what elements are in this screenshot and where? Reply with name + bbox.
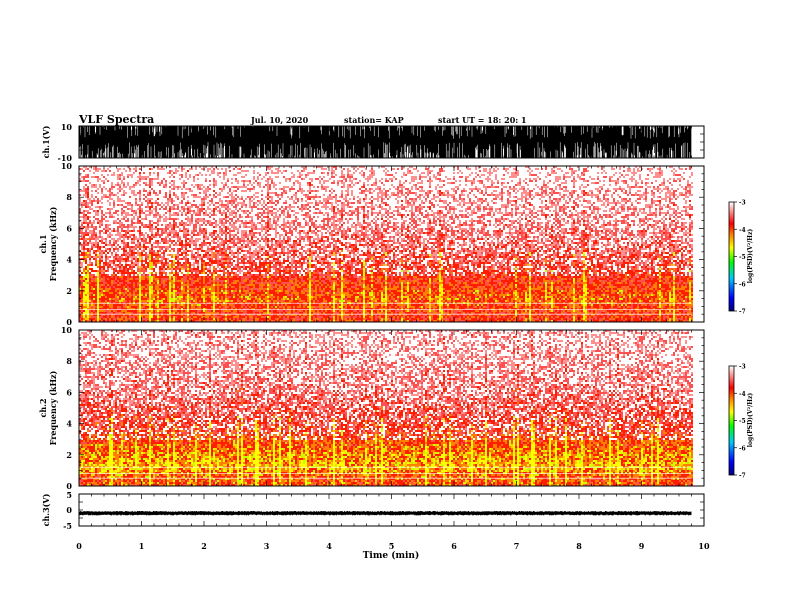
spectrogram-cells bbox=[79, 330, 693, 486]
frequency-tick-label: 2 bbox=[66, 450, 72, 460]
ch3-waveform-ticks bbox=[78, 493, 705, 527]
ch3-waveform-panel: 5 0 -5 ch.3(V) 0 1 2 3 4 5 6 7 8 9 10 Time (min) bbox=[41, 490, 710, 561]
ch2-colorbar: -3 -4 -5 -6 -7 log(PSD)(V²/Hz) bbox=[728, 364, 754, 480]
frequency-tick-label: 6 bbox=[66, 387, 72, 397]
ch1-ytick-bottom: -10 bbox=[58, 153, 73, 163]
ch1-waveform-line bbox=[79, 126, 692, 158]
ch2-channel-label: ch.2 bbox=[38, 398, 48, 417]
ch1-channel-label: ch.1 bbox=[38, 234, 48, 253]
colorbar-tick-label: -3 bbox=[739, 364, 746, 371]
colorbar-tick-label: -3 bbox=[739, 200, 746, 207]
frequency-tick-label: 8 bbox=[66, 192, 72, 202]
ch2-spectrogram-image bbox=[79, 330, 693, 486]
station-label: station= KAP bbox=[344, 115, 404, 125]
time-axis-tick-labels: 0 1 2 3 4 5 6 7 8 9 10 bbox=[76, 541, 710, 551]
figure-title: VLF Spectra bbox=[79, 113, 155, 126]
time-tick-label: 8 bbox=[576, 541, 582, 551]
frequency-tick-label: 4 bbox=[66, 419, 72, 429]
spectrogram-cells bbox=[79, 388, 693, 486]
frequency-tick-label: 10 bbox=[61, 161, 73, 171]
ch3-ytick-middle: 0 bbox=[66, 505, 72, 515]
ch2-colorbar-label: log(PSD)(V²/Hz) bbox=[747, 393, 754, 448]
ch1-spectrogram-image bbox=[79, 166, 693, 322]
frequency-tick-label: 6 bbox=[66, 223, 72, 233]
time-tick-label: 5 bbox=[389, 541, 395, 551]
ch1-ytick-top: 10 bbox=[61, 122, 73, 132]
colorbar-tick-label: -7 bbox=[739, 473, 746, 480]
ch1-spectrogram-ticks: 0 2 4 6 8 10 bbox=[61, 161, 705, 327]
ch2-spectrogram-panel: 0 2 4 6 8 10 ch.2 Frequency (kHz) -3 -4 -5 -6 -7 … bbox=[38, 325, 754, 491]
ch2-frequency-axis-label: Frequency (kHz) bbox=[48, 370, 58, 445]
time-tick-label: 2 bbox=[201, 541, 207, 551]
time-tick-label: 0 bbox=[76, 541, 82, 551]
spectrogram-cells bbox=[79, 416, 693, 486]
ch1-waveform-panel: 10 -10 ch.1(V) bbox=[41, 122, 705, 163]
spectrogram-cells bbox=[79, 252, 693, 322]
time-tick-label: 4 bbox=[326, 541, 332, 551]
ch1-waveform-ylabel: ch.1(V) bbox=[41, 125, 51, 158]
start-time-label: start UT = 18: 20: 1 bbox=[438, 115, 527, 125]
ch3-waveform-trace bbox=[79, 511, 692, 516]
frequency-tick-label: 2 bbox=[66, 286, 72, 296]
colorbar-tick-label: -4 bbox=[739, 227, 746, 234]
ch3-waveform-line bbox=[79, 511, 692, 516]
ch1-colorbar: -3 -4 -5 -6 -7 log(PSD)(V²/Hz) bbox=[728, 200, 754, 316]
time-tick-label: 10 bbox=[698, 541, 710, 551]
time-tick-label: 1 bbox=[139, 541, 145, 551]
ch2-colorbar-gradient bbox=[728, 365, 735, 476]
ch1-colorbar-gradient bbox=[728, 201, 735, 312]
spectrogram-cells bbox=[79, 168, 693, 322]
time-tick-label: 7 bbox=[514, 541, 520, 551]
time-tick-label: 9 bbox=[639, 541, 645, 551]
frequency-tick-label: 4 bbox=[66, 255, 72, 265]
time-tick-label: 3 bbox=[264, 541, 270, 551]
frequency-tick-label: 8 bbox=[66, 356, 72, 366]
ch3-ytick-bottom: -5 bbox=[63, 521, 72, 531]
ch3-waveform-ylabel: ch.3(V) bbox=[41, 493, 51, 526]
ch1-colorbar-label: log(PSD)(V²/Hz) bbox=[747, 229, 754, 284]
spectrogram-cells bbox=[79, 416, 693, 486]
spectrogram-cells bbox=[79, 166, 693, 280]
ch1-spectrogram-panel: 0 2 4 6 8 10 ch.1 Frequency (kHz) -3 -4 -5 -6 -7 … bbox=[38, 161, 754, 327]
colorbar-tick-label: -6 bbox=[739, 281, 746, 288]
colorbar-tick-label: -5 bbox=[739, 254, 746, 261]
frequency-tick-label: 0 bbox=[66, 317, 72, 327]
ch2-colorbar-ticks: -3 -4 -5 -6 -7 bbox=[734, 364, 746, 480]
colorbar-tick-label: -5 bbox=[739, 418, 746, 425]
spectrogram-cells bbox=[83, 252, 691, 322]
colorbar-tick-label: -4 bbox=[739, 391, 746, 398]
ch1-waveform-ticks bbox=[78, 125, 705, 159]
ch2-spectrogram-ticks: 0 2 4 6 8 10 bbox=[61, 325, 705, 491]
ch1-waveform-trace bbox=[79, 126, 692, 158]
ch1-frequency-axis-label: Frequency (kHz) bbox=[48, 206, 58, 281]
colorbar-tick-label: -6 bbox=[739, 445, 746, 452]
frequency-tick-label: 0 bbox=[66, 481, 72, 491]
colorbar-tick-label: -7 bbox=[739, 309, 746, 316]
spectrogram-cells bbox=[79, 166, 693, 322]
ch1-colorbar-ticks: -3 -4 -5 -6 -7 bbox=[734, 200, 746, 316]
date-label: Jul. 10, 2020 bbox=[251, 115, 309, 125]
frequency-tick-label: 10 bbox=[61, 325, 73, 335]
time-tick-label: 6 bbox=[451, 541, 457, 551]
ch3-ytick-top: 5 bbox=[66, 490, 72, 500]
time-axis-label: Time (min) bbox=[363, 550, 420, 561]
